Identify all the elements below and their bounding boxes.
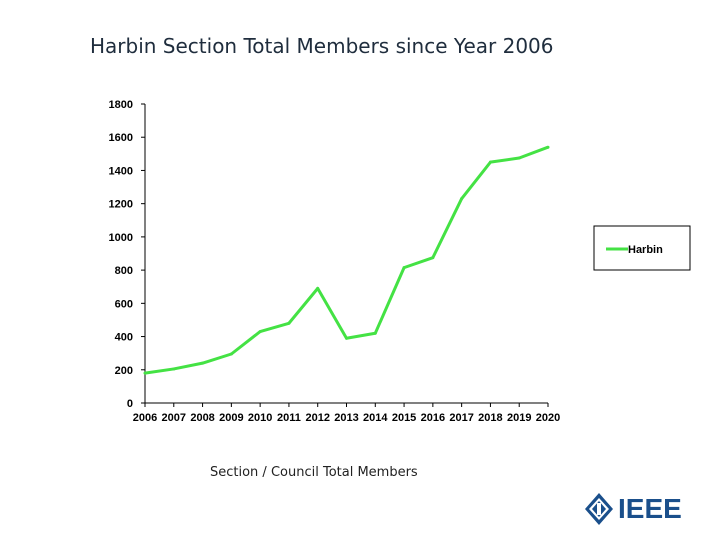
y-tick-label: 1200 bbox=[109, 199, 133, 211]
data-point bbox=[488, 160, 492, 164]
x-tick-label: 2018 bbox=[478, 412, 502, 424]
series-layer bbox=[143, 145, 550, 375]
x-tick-label: 2016 bbox=[421, 412, 445, 424]
y-tick-label: 200 bbox=[115, 365, 133, 377]
data-point bbox=[402, 266, 406, 270]
y-tick-label: 1400 bbox=[109, 165, 133, 177]
data-point bbox=[287, 321, 291, 325]
x-axis-ticks: 2006 2007 2008 2009 2010 2011 2012 2013 2014 2015… bbox=[133, 403, 560, 424]
data-point bbox=[460, 197, 464, 201]
y-tick-label: 600 bbox=[115, 298, 133, 310]
data-point bbox=[517, 156, 521, 160]
x-tick-label: 2014 bbox=[363, 412, 388, 424]
x-tick-label: 2009 bbox=[219, 412, 243, 424]
x-tick-label: 2007 bbox=[162, 412, 186, 424]
x-tick-label: 2017 bbox=[449, 412, 473, 424]
x-tick-label: 2011 bbox=[277, 412, 301, 424]
data-point bbox=[431, 256, 435, 260]
data-point bbox=[373, 331, 377, 335]
chart-axes bbox=[144, 104, 548, 404]
y-tick-label: 1800 bbox=[109, 99, 133, 111]
x-tick-label: 2015 bbox=[392, 412, 416, 424]
y-axis-ticks: 0 200 400 600 800 1000 1200 1400 1600 1800 bbox=[109, 99, 145, 410]
ieee-logo: IEEE bbox=[584, 492, 682, 526]
chart-title: Harbin Section Total Members since Year … bbox=[90, 34, 554, 58]
data-point bbox=[546, 145, 550, 149]
ieee-diamond-icon bbox=[585, 493, 613, 525]
x-tick-label: 2008 bbox=[190, 412, 214, 424]
x-tick-label: 2012 bbox=[305, 412, 329, 424]
data-point bbox=[229, 352, 233, 356]
y-tick-label: 1000 bbox=[109, 232, 133, 244]
ieee-logo-text: IEEE bbox=[618, 493, 682, 524]
legend: Harbin bbox=[593, 225, 691, 271]
x-tick-label: 2010 bbox=[248, 412, 272, 424]
chart-caption: Section / Council Total Members bbox=[210, 465, 418, 480]
y-tick-label: 400 bbox=[115, 332, 133, 344]
data-point bbox=[172, 367, 176, 371]
y-tick-label: 800 bbox=[115, 265, 133, 277]
x-tick-label: 2006 bbox=[133, 412, 157, 424]
data-point bbox=[143, 371, 147, 375]
data-point bbox=[201, 361, 205, 365]
data-point bbox=[316, 286, 320, 290]
x-tick-label: 2020 bbox=[536, 412, 560, 424]
x-tick-label: 2019 bbox=[507, 412, 531, 424]
y-tick-label: 1600 bbox=[109, 132, 133, 144]
data-point bbox=[258, 330, 262, 334]
legend-label-harbin: Harbin bbox=[628, 244, 663, 256]
data-point bbox=[345, 336, 348, 340]
x-tick-label: 2013 bbox=[334, 412, 358, 424]
y-tick-label: 0 bbox=[127, 398, 133, 410]
